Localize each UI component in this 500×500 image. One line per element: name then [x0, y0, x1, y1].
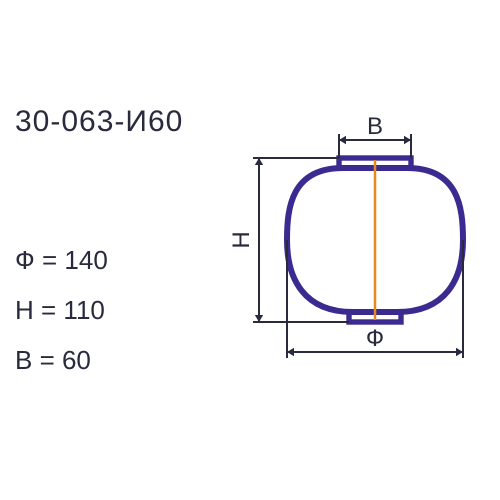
svg-text:H: H	[228, 231, 255, 248]
dimension-b-label: В = 60	[15, 345, 91, 376]
technical-diagram: B H Ф	[225, 90, 485, 380]
dimension-phi-label: Ф = 140	[15, 245, 108, 276]
part-number: 30-063-И60	[15, 105, 183, 139]
dimension-h-label: Н = 110	[15, 295, 105, 326]
svg-text:Ф: Ф	[366, 325, 384, 352]
svg-text:B: B	[367, 113, 383, 140]
